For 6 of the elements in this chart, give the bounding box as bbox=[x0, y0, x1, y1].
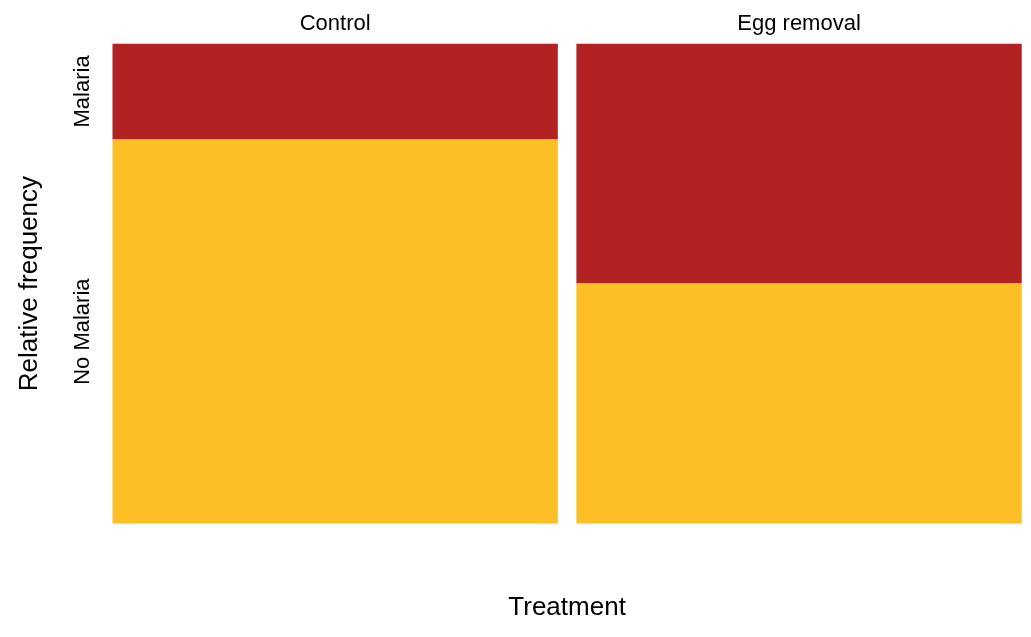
x-axis-title: Treatment bbox=[508, 590, 627, 621]
text: Malaria bbox=[69, 54, 95, 128]
text: No Malaria bbox=[69, 277, 95, 385]
y-axis-title: Relative frequency bbox=[12, 175, 43, 392]
x-tick-label: Control bbox=[299, 10, 371, 36]
x-tick-label: Egg removal bbox=[737, 10, 861, 36]
